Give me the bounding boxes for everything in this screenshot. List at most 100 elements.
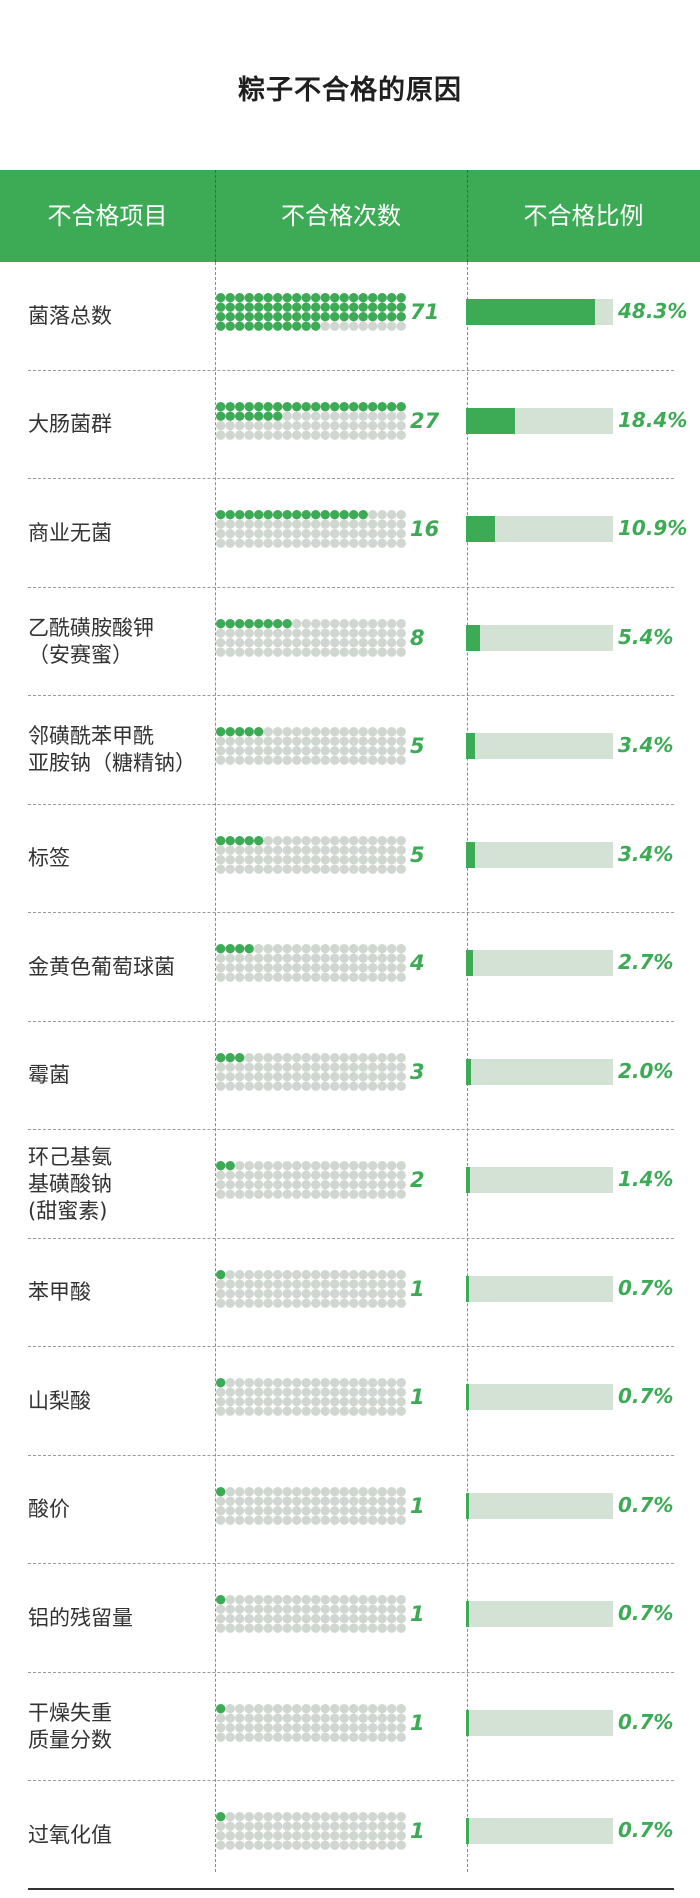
count-dot-empty [273,637,283,648]
count-dot-empty [330,1081,340,1091]
count-dot-grid [216,944,406,983]
count-dot-empty [292,845,302,855]
count-dot-empty [396,953,406,964]
count-dot-empty [301,430,311,440]
count-dot-empty [377,538,387,549]
count-dot-empty [320,1081,330,1091]
count-dot-empty [225,1604,235,1615]
count-dot-filled [377,312,387,322]
count-dot-empty [368,1298,378,1308]
count-dot-empty [225,755,235,766]
count-dot-empty [387,845,397,855]
count-dot-empty [225,1062,235,1072]
count-dot-empty [263,746,273,756]
count-dot-empty [320,1722,330,1733]
count-dot-empty [216,1288,226,1299]
count-dot-empty [292,1713,302,1723]
count-dot-empty [349,1288,359,1299]
count-dot-empty [273,727,283,737]
count-dot-empty [368,1831,378,1841]
count-dot-empty [349,1071,359,1082]
count-dot-empty [387,746,397,756]
count-dot-empty [368,1595,378,1605]
count-dot-empty [282,1486,292,1497]
count-dot-empty [349,1397,359,1407]
count-dot-empty [349,944,359,954]
count-dot-empty [358,1406,368,1417]
row-divider [28,1237,674,1239]
count-dot-empty [368,1732,378,1742]
count-dot-empty [273,1081,283,1091]
count-dot-empty [254,1821,264,1832]
count-dot-filled [244,510,254,520]
count-dot-empty [216,1604,226,1615]
count-dot-empty [263,1831,273,1841]
count-dot-empty [387,538,397,549]
count-dot-empty [377,637,387,648]
count-dot-filled [349,293,359,303]
count-dot-empty [244,1170,254,1181]
count-dot-empty [330,746,340,756]
count-dot-empty [339,519,349,530]
count-dot-empty [320,1595,330,1605]
count-dot-empty [330,1180,340,1190]
item-label-cell: 金黄色葡萄球菌 [28,913,208,1022]
count-dot-filled [377,401,387,412]
count-dot-empty [292,420,302,431]
count-dot-empty [339,1052,349,1063]
count-dot-empty [339,755,349,766]
count-dot-empty [330,647,340,657]
count-dot-empty [301,538,311,549]
count-value: 8 [410,625,425,650]
count-dot-filled [320,312,330,322]
count-dot-empty [377,1732,387,1742]
count-dot-empty [254,755,264,766]
header-count: 不合格次数 [281,202,401,230]
count-dot-empty [225,1595,235,1605]
count-dot-empty [235,538,245,549]
count-dot-filled [244,293,254,303]
count-dot-empty [311,1279,321,1289]
count-dot-empty [349,953,359,964]
count-dot-empty [301,411,311,421]
count-dot-empty [358,1840,368,1851]
count-dot-filled [254,835,264,846]
count-dot-empty [387,519,397,530]
count-dot-empty [377,727,387,737]
ratio-bar-track [466,1058,613,1085]
count-dot-empty [349,647,359,657]
ratio-bar-track [466,1818,613,1845]
count-dot-empty [225,1821,235,1832]
count-dot-empty [311,1713,321,1723]
count-dot-empty [330,1614,340,1624]
count-dot-empty [301,963,311,973]
count-dot-empty [216,1505,226,1516]
count-dot-empty [368,1170,378,1181]
count-dot-empty [292,953,302,964]
item-label-cell: 山梨酸 [28,1347,208,1456]
count-dot-empty [254,1288,264,1299]
count-dot-empty [216,529,226,539]
count-dot-empty [358,1515,368,1525]
count-dot-empty [330,1604,340,1615]
count-dot-grid [216,1269,406,1308]
count-dot-empty [311,1288,321,1299]
count-dot-empty [349,1505,359,1516]
count-dot-empty [235,953,245,964]
count-dot-filled [358,312,368,322]
count-dot-empty [377,1840,387,1851]
count-dot-empty [235,755,245,766]
count-dot-filled [216,1812,226,1822]
count-dot-empty [320,1180,330,1190]
count-dot-empty [368,1052,378,1063]
count-dot-empty [320,953,330,964]
count-dot-empty [235,1713,245,1723]
count-dot-filled [320,302,330,313]
count-dot-empty [396,1269,406,1280]
count-dot-empty [311,420,321,431]
count-dot-filled [368,302,378,313]
count-dot-empty [282,845,292,855]
item-label: 铝的残留量 [28,1605,133,1630]
count-dot-empty [282,1496,292,1506]
count-dot-empty [282,1515,292,1525]
